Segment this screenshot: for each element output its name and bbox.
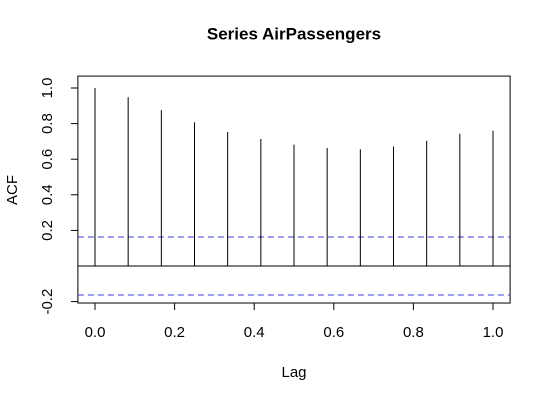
y-tick-label: 0.2	[39, 220, 56, 241]
y-tick-label: 1.0	[39, 78, 56, 99]
x-tick-label: 0.2	[164, 324, 185, 341]
plot-frame	[77, 75, 511, 304]
y-axis-label: ACF	[4, 175, 21, 205]
y-tick-label: 0.8	[39, 113, 56, 134]
y-tick-label: -0.2	[39, 289, 56, 315]
x-tick-label: 0.6	[323, 324, 344, 341]
x-tick-label: 0.8	[403, 324, 424, 341]
x-tick-label: 1.0	[483, 324, 504, 341]
y-tick-label: 0.4	[39, 184, 56, 205]
x-tick-label: 0.0	[85, 324, 106, 341]
x-tick-label: 0.4	[244, 324, 265, 341]
y-tick-label: 0.6	[39, 149, 56, 170]
chart-title: Series AirPassengers	[207, 24, 381, 43]
x-axis-label: Lag	[281, 364, 306, 381]
